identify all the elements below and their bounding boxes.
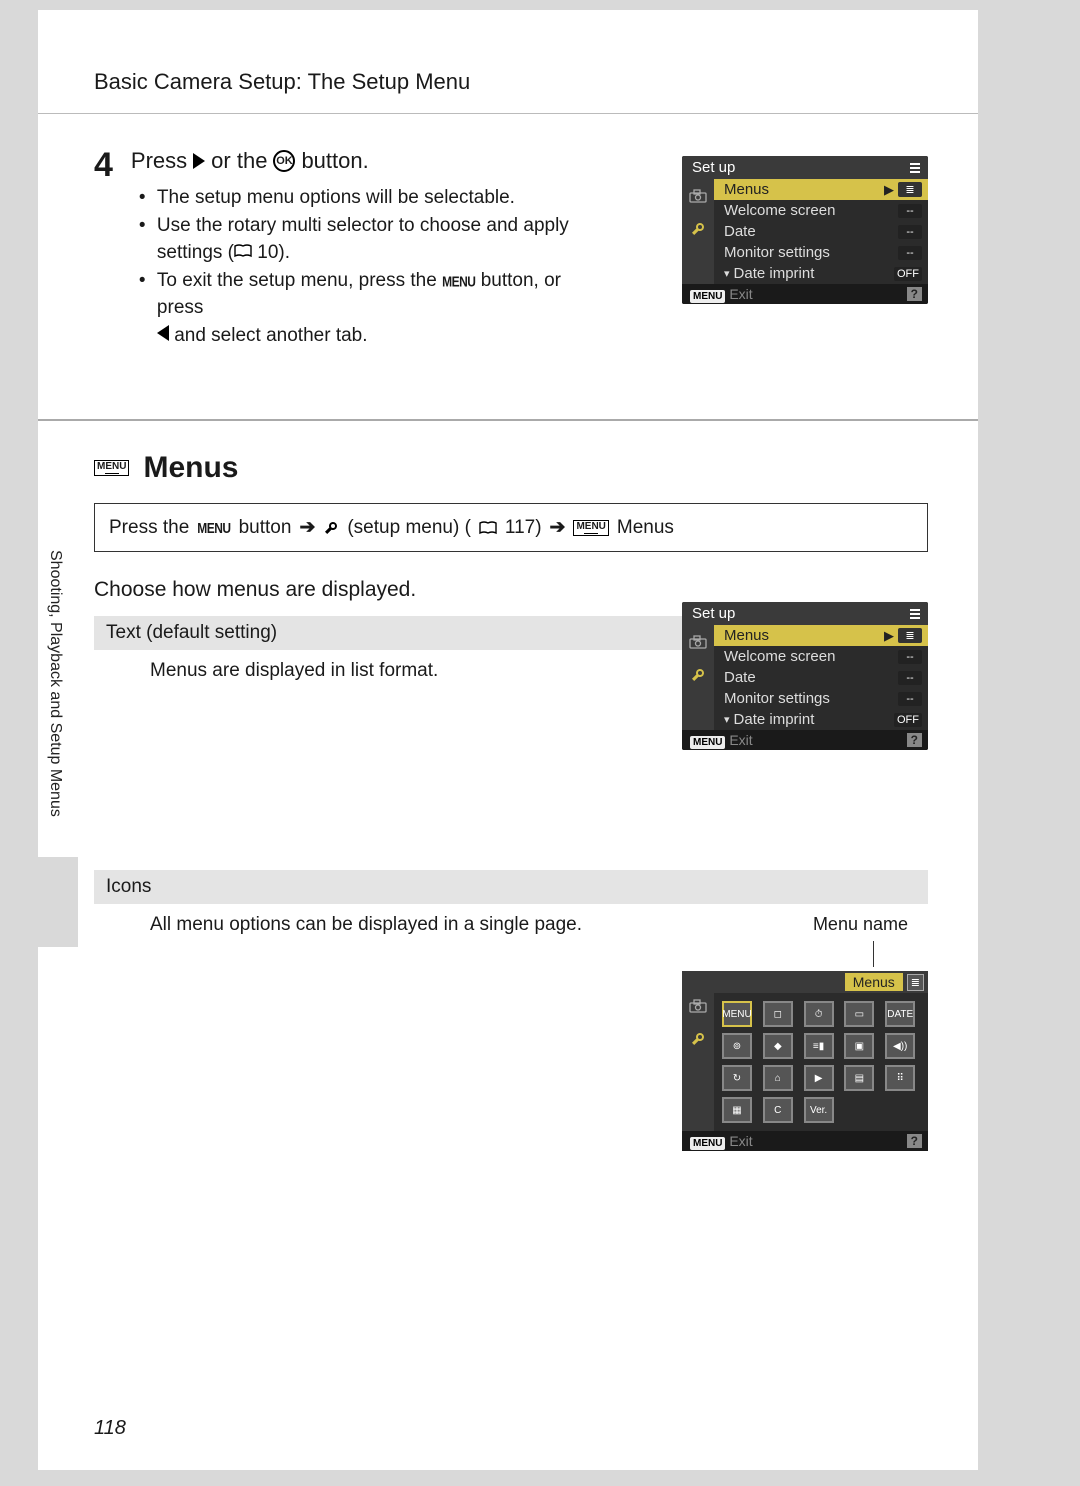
arrow-icon: ➔ [299,516,315,539]
setup-icon-cell: ◆ [763,1033,793,1059]
setup-icon-cell: ▦ [722,1097,752,1123]
setup-icon-cell: MENU [722,1001,752,1027]
page-ref-icon [234,244,252,258]
bullet-1: The setup menu options will be selectabl… [139,184,611,212]
page-content: 4 Press or the OK button. The setup menu… [38,114,978,1151]
wrench-tab-icon [690,221,706,237]
menus-heading: MENU Menus [94,451,928,485]
setup-icon-cell: ≡▮ [804,1033,834,1059]
lcd-icons-grid: Menus ≣ MENU◻⏱▭DATE⊚◆≡▮▣◀))↻⌂▶▤⠿▦CVer. M… [682,971,928,1151]
icons-mode-heading: Icons [94,870,928,904]
step-bullets: The setup menu options will be selectabl… [131,184,611,349]
icons-grid-label: Menus [845,973,903,991]
setup-icon-cell: ⌂ [763,1065,793,1091]
setup-icon-cell: ⠿ [885,1065,915,1091]
step-number: 4 [94,148,113,182]
page-header: Basic Camera Setup: The Setup Menu [38,10,978,114]
menu-boxed-icon: MENU [573,520,608,536]
bullet-3: To exit the setup menu, press the MENU b… [139,267,611,350]
setup-icon-cell: ▭ [844,1001,874,1027]
help-icon: ? [907,287,922,301]
side-section-label: Shooting, Playback and Setup Menus [46,550,64,817]
setup-icon-cell: ◀)) [885,1033,915,1059]
lcd-row-welcome: Welcome screen -- [714,200,928,221]
ok-button-icon: OK [273,150,295,172]
hamburger-icon [910,163,920,173]
wrench-icon [323,520,339,536]
hamburger-icon [910,609,920,619]
menu-name-caption: Menu name [682,914,928,935]
lcd-row-menus: Menus ▶ ≣ [714,179,928,200]
setup-icon-cell: ▤ [844,1065,874,1091]
manual-page: Basic Camera Setup: The Setup Menu 4 Pre… [38,10,978,1470]
wrench-tab-icon [690,667,706,683]
menu-boxed-icon: MENU [94,460,129,476]
navigation-path-box: Press the MENU button ➔ (setup menu) ( 1… [94,503,928,552]
lcd-setup-list-2: Set up Menus▶≣ Welcome screen-- Date-- M… [682,602,928,750]
lcd-setup-list-1: Set up Menus ▶ ≣ [682,156,928,304]
menus-lead: Choose how menus are displayed. [94,578,928,602]
lcd-title: Set up [692,159,735,176]
camera-tab-icon [689,635,707,649]
lcd-row-monitor: Monitor settings -- [714,242,928,263]
callout-line [873,941,874,967]
page-header-title: Basic Camera Setup: The Setup Menu [94,69,470,95]
setup-icon-cell: Ver. [804,1097,834,1123]
submenu-arrow-icon: ▶ [884,182,894,198]
setup-icon-cell: ▣ [844,1033,874,1059]
list-style-icon: ≣ [898,182,922,197]
icons-mode-desc: All menu options can be displayed in a s… [94,914,652,936]
setup-icon-cell: C [763,1097,793,1123]
page-number: 118 [94,1417,126,1440]
setup-icon-cell: ▶ [804,1065,834,1091]
setup-icon-cell: ◻ [763,1001,793,1027]
setup-icon-cell: DATE [885,1001,915,1027]
lcd-menu-list: Menus ▶ ≣ Welcome screen -- Date -- [714,179,928,284]
wrench-tab-icon [690,1031,706,1047]
section-divider [38,419,978,421]
page-ref-icon [479,521,497,535]
bullet-2: Use the rotary multi selector to choose … [139,212,611,267]
help-icon: ? [907,1134,922,1148]
camera-tab-icon [689,189,707,203]
camera-tab-icon [689,999,707,1013]
lcd-row-imprint: ▾Date imprint OFF [714,263,928,284]
lcd-row-date: Date -- [714,221,928,242]
left-triangle-icon [157,325,169,341]
right-triangle-icon [193,153,205,169]
setup-icon-cell: ↻ [722,1065,752,1091]
arrow-icon: ➔ [550,516,566,539]
setup-icon-cell: ⏱ [804,1001,834,1027]
help-icon: ? [907,733,922,747]
menu-text-icon: MENU [442,272,475,293]
thumb-tab [38,857,78,947]
setup-icon-cell: ⊚ [722,1033,752,1059]
list-style-icon: ≣ [907,974,924,991]
menu-chip-icon: MENU [690,290,725,303]
menu-text-icon: MENU [197,519,230,536]
